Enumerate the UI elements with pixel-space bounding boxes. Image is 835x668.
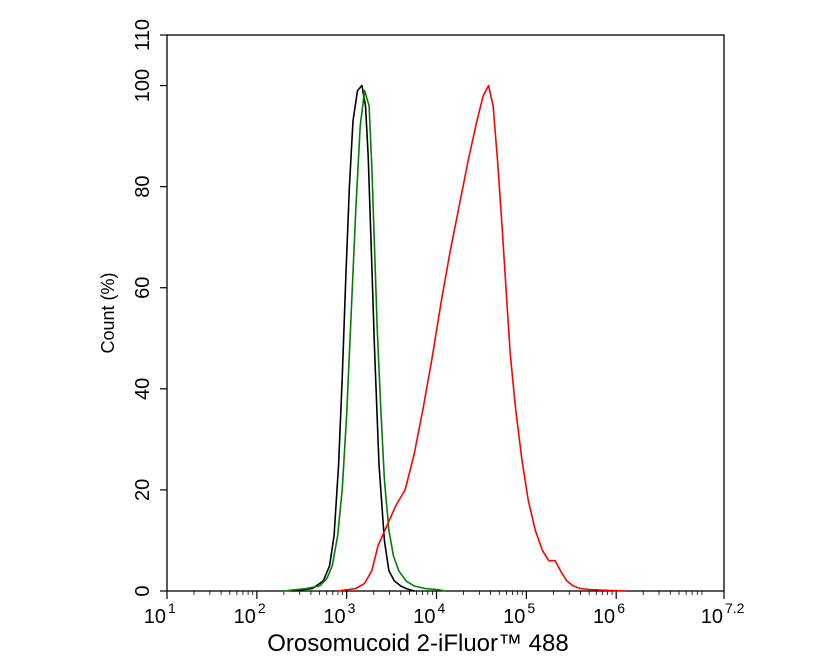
x-tick-label-exponent: 7.2 [725, 600, 745, 616]
y-tick-label: 110 [132, 19, 154, 51]
x-tick-label-base: 10 [701, 606, 723, 628]
plot-frame [166, 34, 725, 592]
x-tick-label-base: 10 [413, 606, 435, 628]
x-tick-label-base: 10 [593, 606, 615, 628]
x-tick-label-base: 10 [503, 606, 525, 628]
x-tick-label-base: 10 [234, 606, 256, 628]
y-tick-label: 0 [132, 585, 154, 596]
y-tick-label: 60 [132, 277, 154, 299]
x-axis-title: Orosomucoid 2-iFluor™ 488 [267, 630, 568, 657]
y-axis: 0 20 40 60 80 100 110 [132, 19, 167, 597]
series-line-2 [336, 84, 627, 592]
x-tick-label-base: 10 [323, 606, 345, 628]
x-axis: 10 1 10 2 10 3 10 4 10 5 10 6 10 7.2 [144, 591, 745, 628]
x-tick-label-exponent: 1 [168, 600, 176, 616]
series-line-0 [291, 84, 415, 592]
x-tick-label-exponent: 3 [348, 600, 356, 616]
x-tick-label-base: 10 [144, 606, 166, 628]
x-tick-label-exponent: 2 [258, 600, 266, 616]
x-tick-label-exponent: 4 [438, 600, 446, 616]
y-tick-label: 80 [132, 176, 154, 198]
series-layer [282, 84, 627, 592]
y-tick-label: 40 [132, 378, 154, 400]
x-tick-label-exponent: 5 [527, 600, 535, 616]
y-tick-label: 20 [132, 479, 154, 501]
series-line-1 [282, 89, 447, 592]
y-tick-label: 100 [132, 69, 154, 102]
x-tick-label-exponent: 6 [617, 600, 625, 616]
y-axis-title: Count (%) [98, 272, 118, 353]
